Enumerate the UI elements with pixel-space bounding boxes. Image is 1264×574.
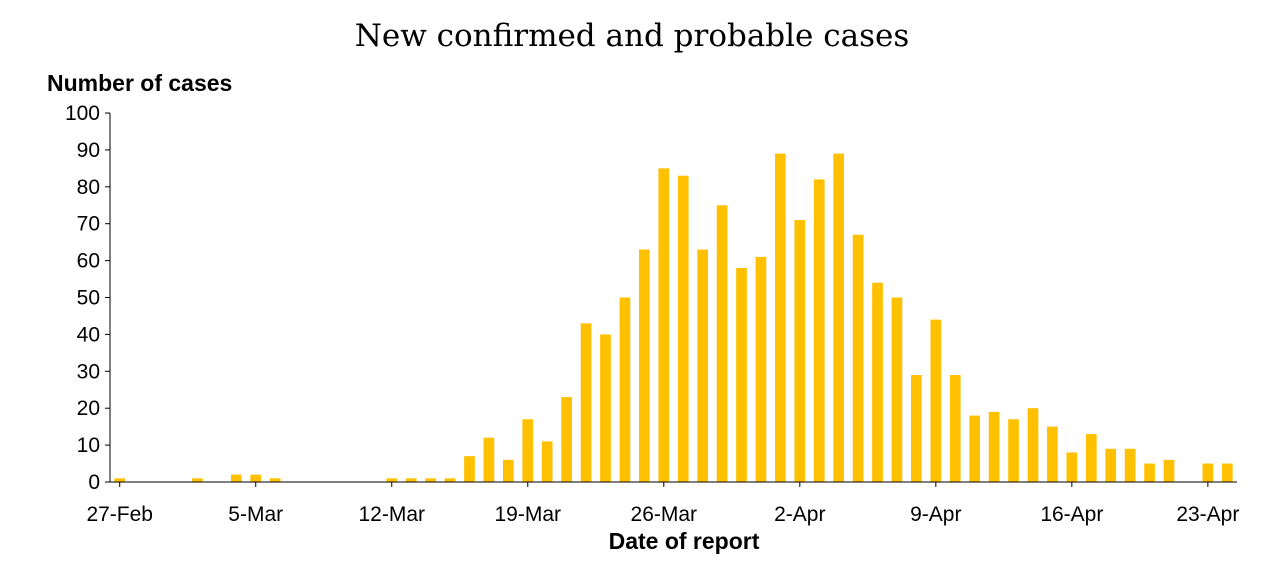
bar-4-Apr [833, 153, 845, 482]
bar-24-Apr [1221, 463, 1233, 482]
bar-17-Apr [1085, 434, 1097, 482]
bar-18-Mar [502, 459, 514, 482]
bar-29-Mar [716, 205, 728, 482]
x-tick-label: 27-Feb [86, 503, 153, 526]
bar-21-Mar [561, 397, 572, 482]
bar-12-Apr [988, 411, 1000, 482]
y-tick-label: 60 [77, 250, 100, 273]
bar-25-Mar [639, 249, 650, 482]
x-tick-label: 23-Apr [1176, 503, 1239, 526]
bar-4-Mar [230, 474, 242, 482]
bar-30-Mar [736, 267, 747, 482]
x-tick-label: 5-Mar [228, 503, 283, 526]
bar-18-Apr [1105, 448, 1117, 482]
bar-13-Apr [1008, 419, 1019, 482]
y-tick-label: 90 [77, 139, 100, 162]
bar-26-Mar [658, 168, 670, 482]
bar-2-Apr [794, 220, 806, 482]
bar-20-Apr [1144, 463, 1155, 482]
bars-group [114, 153, 1233, 483]
bar-23-Apr [1202, 463, 1214, 482]
y-tick-label: 20 [77, 397, 100, 420]
bar-20-Mar [541, 441, 553, 482]
y-tick-label: 40 [77, 323, 100, 346]
bar-14-Mar [425, 478, 436, 482]
bar-11-Apr [969, 415, 981, 482]
bar-23-Mar [600, 334, 611, 482]
bar-21-Apr [1163, 459, 1175, 482]
chart-title: New confirmed and probable cases [354, 18, 910, 54]
bar-14-Apr [1027, 408, 1039, 482]
bar-16-Mar [464, 456, 475, 482]
bar-22-Mar [580, 323, 592, 482]
bar-27-Mar [677, 175, 689, 483]
bar-15-Mar [444, 478, 456, 482]
x-tick-label: 19-Mar [495, 503, 562, 526]
bar-3-Apr [813, 179, 825, 483]
bar-15-Apr [1047, 426, 1058, 482]
y-axis-label: Number of cases [47, 70, 233, 96]
bar-24-Mar [619, 297, 631, 482]
bar-12-Mar [386, 478, 398, 482]
bar-27-Feb [114, 478, 126, 482]
x-tick-label: 9-Apr [910, 503, 961, 526]
bar-17-Mar [483, 437, 495, 482]
x-tick-label: 26-Mar [631, 503, 698, 526]
y-tick-label: 50 [77, 287, 100, 310]
bar-7-Apr [891, 297, 903, 482]
bar-8-Apr [911, 374, 922, 482]
bar-31-Mar [755, 256, 767, 482]
bar-6-Mar [269, 478, 281, 482]
y-tick-label: 0 [88, 471, 100, 494]
axes-group: 0 10 20 30 40 50 60 70 80 90 100 27-Feb 5-Mar 12-Mar 1… [65, 102, 1239, 526]
y-tick-label: 10 [77, 434, 100, 457]
x-tick-label: 16-Apr [1040, 503, 1103, 526]
x-axis-label: Date of report [608, 528, 760, 554]
bar-19-Apr [1124, 448, 1136, 482]
y-tick-label: 80 [77, 176, 100, 199]
bar-1-Apr [775, 153, 786, 482]
bar-5-Mar [250, 474, 262, 482]
bar-5-Apr [852, 234, 864, 482]
y-tick-label: 70 [77, 213, 100, 236]
x-tick-label: 12-Mar [358, 503, 425, 526]
bar-10-Apr [949, 374, 961, 482]
x-tick-label: 2-Apr [774, 503, 825, 526]
bar-19-Mar [522, 419, 534, 482]
bar-16-Apr [1066, 452, 1078, 482]
bar-9-Apr [930, 319, 942, 482]
y-tick-label: 100 [65, 102, 100, 125]
bar-13-Mar [405, 478, 417, 482]
bar-2-Mar [192, 478, 203, 482]
bar-6-Apr [872, 282, 883, 482]
y-tick-label: 30 [77, 360, 100, 383]
bar-28-Mar [697, 249, 708, 482]
